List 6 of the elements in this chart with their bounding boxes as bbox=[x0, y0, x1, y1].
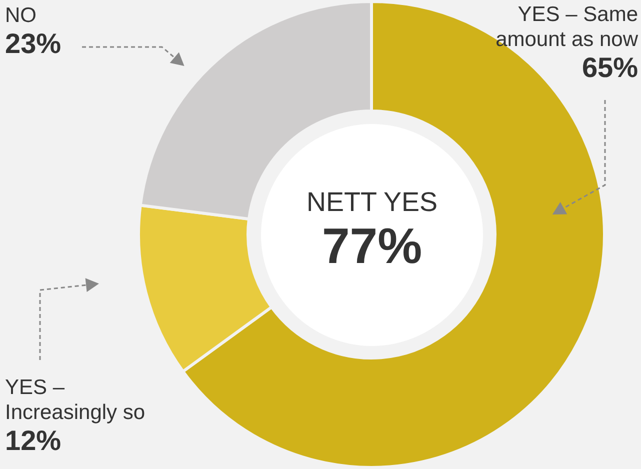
data-label: 65% bbox=[580, 52, 638, 84]
slice-label: NO bbox=[5, 4, 36, 27]
data-label: 23% bbox=[5, 28, 62, 60]
slice-label: YES – Increasingly so bbox=[5, 376, 146, 424]
slice-label: YES – Same amount as now bbox=[496, 3, 638, 51]
data-label: 12% bbox=[5, 425, 62, 457]
